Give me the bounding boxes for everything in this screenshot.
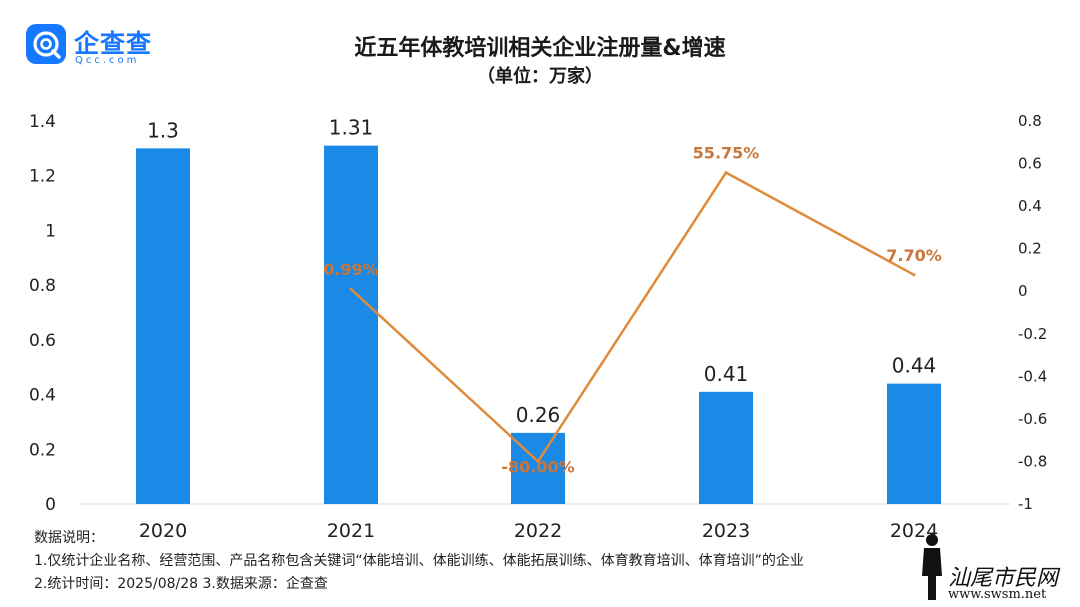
growth-label: 7.70%: [886, 246, 942, 265]
y-right-tick-label: -0.8: [1018, 452, 1047, 470]
y-right-tick-label: 0.2: [1018, 240, 1042, 258]
y-right-tick-label: 0.6: [1018, 155, 1042, 173]
bar: [324, 145, 378, 504]
y-right-tick-label: 0.4: [1018, 197, 1042, 215]
chart-subtitle: （单位：万家）: [477, 66, 603, 87]
watermark: 汕尾市民网 www.swsm.net: [912, 532, 1072, 602]
y-right-tick-label: -0.4: [1018, 367, 1047, 385]
x-tick-label: 2021: [327, 520, 375, 542]
watermark-url: www.swsm.net: [948, 587, 1047, 602]
y-right-tick-label: -0.6: [1018, 410, 1047, 428]
bar: [887, 383, 941, 504]
x-tick-label: 2022: [514, 520, 562, 542]
watermark-text: 汕尾市民网: [948, 566, 1059, 591]
qcc-logo-icon: [26, 24, 66, 64]
growth-label: 0.99%: [323, 260, 379, 279]
y-right-tick-label: -0.2: [1018, 325, 1047, 343]
y-right-tick-label: 0: [1018, 282, 1028, 300]
bar-value-label: 0.41: [704, 362, 749, 386]
bar-value-label: 0.26: [516, 403, 561, 427]
notes-heading: 数据说明：: [34, 530, 104, 546]
growth-point: [536, 459, 540, 463]
x-tick-label: 2024: [890, 520, 938, 542]
growth-label: 55.75%: [693, 144, 760, 163]
y-left-tick-label: 0: [45, 495, 56, 515]
watermark-figure-icon: [922, 534, 942, 600]
notes-scope: 1.仅统计企业名称、经营范围、产品名称包含关键词“体能培训、体能训练、体能拓展训…: [34, 553, 804, 569]
qcc-logo: 企查查 Qcc.com: [26, 24, 166, 70]
y-left-tick-label: 1.2: [29, 167, 56, 187]
y-left-tick-label: 0.6: [29, 331, 56, 351]
notes-source: 2.统计时间：2025/08/28 3.数据来源：企查查: [34, 576, 328, 592]
logo-text-en: Qcc.com: [75, 55, 140, 66]
x-tick-label: 2020: [139, 520, 187, 542]
logo-text-cn: 企查查: [74, 29, 153, 58]
bar: [136, 148, 190, 504]
x-tick-label: 2023: [702, 520, 750, 542]
growth-point: [349, 287, 353, 291]
bar-value-label: 1.31: [329, 116, 374, 140]
y-left-tick-label: 1: [45, 221, 56, 241]
growth-point: [912, 273, 916, 277]
y-right-tick-label: 0.8: [1018, 112, 1042, 130]
growth-point: [724, 171, 728, 175]
bar-value-label: 0.44: [892, 354, 937, 378]
chart-title: 近五年体教培训相关企业注册量&增速: [354, 36, 726, 61]
growth-line: [350, 171, 915, 463]
bar: [699, 391, 753, 504]
y-left-tick-label: 1.4: [29, 112, 56, 132]
y-left-tick-label: 0.8: [29, 276, 56, 296]
y-left-tick-label: 0.2: [29, 440, 56, 460]
y-left-tick-label: 0.4: [29, 386, 56, 406]
growth-label: -80.00%: [501, 457, 574, 476]
bar-value-label: 1.3: [147, 118, 179, 142]
y-right-tick-label: -1: [1018, 495, 1033, 513]
data-notes: 数据说明： 1.仅统计企业名称、经营范围、产品名称包含关键词“体能培训、体能训练…: [34, 527, 804, 596]
